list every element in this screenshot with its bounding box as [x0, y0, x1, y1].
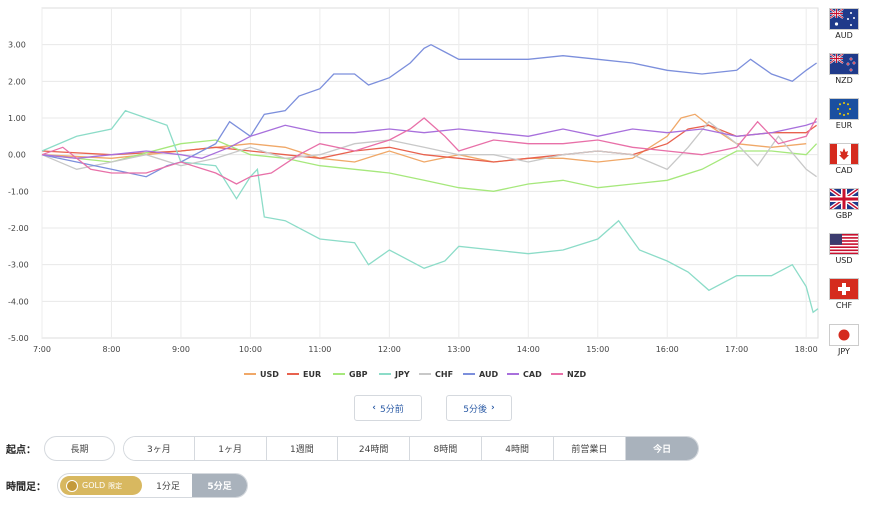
start-option-8h[interactable]: 8時間 — [410, 437, 482, 460]
prev-5min-label: 5分前 — [379, 404, 404, 415]
start-option-4h[interactable]: 4時間 — [481, 437, 554, 460]
gold-badge: GOLD 限定 — [60, 476, 142, 495]
series-line-nzd — [41, 117, 818, 185]
flag-label: JPY — [838, 347, 850, 356]
y-tick-label: -2.00 — [8, 224, 29, 233]
y-tick-label: -1.00 — [8, 187, 29, 196]
series-line-aud — [41, 43, 817, 178]
flag-usd[interactable]: USD — [829, 233, 859, 265]
y-tick-label: -3.00 — [8, 261, 29, 270]
gold-label: GOLD — [82, 481, 106, 490]
flag-jpy[interactable]: JPY — [829, 324, 859, 356]
x-tick-label: 9:00 — [172, 345, 190, 354]
start-point-selector: 3ヶ月 1ヶ月 1週間 24時間 8時間 4時間 前営業日 今日 — [123, 436, 699, 461]
start-option-today[interactable]: 今日 — [626, 437, 698, 460]
series-line-gbp — [41, 139, 818, 192]
x-tick-label: 16:00 — [656, 345, 679, 354]
flag-label: EUR — [835, 121, 853, 130]
x-tick-label: 14:00 — [517, 345, 540, 354]
canada-flag-icon — [829, 143, 859, 165]
flag-aud[interactable]: AUD — [829, 8, 859, 40]
new-zealand-flag-icon — [829, 53, 859, 75]
x-tick-label: 18:00 — [795, 345, 818, 354]
start-option-prev-day[interactable]: 前営業日 — [553, 437, 627, 460]
timeframe-selector: GOLD 限定 1分足 5分足 — [57, 473, 248, 498]
next-5min-label: 5分後 — [463, 404, 487, 415]
swiss-flag-icon — [829, 278, 859, 300]
start-option-24h[interactable]: 24時間 — [338, 437, 410, 460]
x-tick-label: 12:00 — [378, 345, 401, 354]
flag-label: GBP — [835, 211, 853, 220]
chevron-left-icon: ‹ — [372, 403, 376, 413]
flag-label: CHF — [835, 301, 853, 310]
plot-area — [41, 7, 819, 339]
australia-flag-icon — [829, 8, 859, 30]
y-tick-label: 0.00 — [8, 151, 26, 160]
legend-label-aud: AUD — [479, 370, 498, 379]
currency-strength-chart: 3.00 2.00 1.00 0.00 -1.00 -2.00 -3.00 -4.00 -5.0… — [8, 7, 819, 379]
start-point-label: 起点： — [6, 445, 36, 456]
legend-label-jpy: JPY — [394, 370, 410, 379]
flag-label: NZD — [835, 76, 853, 85]
legend-label-eur: EUR — [303, 370, 321, 379]
flag-cad[interactable]: CAD — [829, 143, 859, 175]
start-option-3m[interactable]: 3ヶ月 — [124, 437, 195, 460]
x-tick-label: 7:00 — [33, 345, 51, 354]
x-tick-label: 11:00 — [308, 345, 331, 354]
start-option-1w[interactable]: 1週間 — [266, 437, 339, 460]
legend-label-chf: CHF — [435, 370, 453, 379]
series-line-cad — [41, 121, 817, 159]
chevron-right-icon: › — [491, 403, 495, 413]
flag-label: AUD — [835, 31, 853, 40]
y-tick-label: 3.00 — [8, 41, 26, 50]
next-5min-button[interactable]: 5分後 › — [446, 395, 512, 421]
timeframe-option-1m[interactable]: 1分足 — [144, 474, 192, 497]
x-tick-label: 10:00 — [239, 345, 262, 354]
flag-gbp[interactable]: GBP — [829, 188, 859, 220]
x-tick-label: 17:00 — [725, 345, 748, 354]
eu-flag-icon — [829, 98, 859, 120]
us-flag-icon — [829, 233, 859, 255]
japan-flag-icon — [829, 324, 859, 346]
gold-limit-label: 限定 — [108, 481, 123, 490]
start-option-1m[interactable]: 1ヶ月 — [194, 437, 267, 460]
x-tick-label: 15:00 — [586, 345, 609, 354]
timeframe-option-5m[interactable]: 5分足 — [192, 474, 247, 497]
y-tick-label: 1.00 — [8, 114, 26, 123]
gold-coin-icon — [66, 479, 78, 492]
prev-5min-button[interactable]: ‹ 5分前 — [354, 395, 422, 421]
legend-label-cad: CAD — [523, 370, 542, 379]
flag-label: CAD — [835, 166, 853, 175]
series-line-jpy — [41, 109, 819, 314]
y-tick-label: -4.00 — [8, 297, 29, 306]
y-tick-label: -5.00 — [8, 334, 29, 343]
x-tick-label: 8:00 — [102, 345, 120, 354]
legend-label-gbp: GBP — [349, 370, 368, 379]
legend-label-nzd: NZD — [567, 370, 586, 379]
flag-eur[interactable]: EUR — [829, 98, 859, 130]
x-tick-label: 13:00 — [447, 345, 470, 354]
start-long-button[interactable]: 長期 — [44, 436, 115, 461]
uk-flag-icon — [829, 188, 859, 210]
flag-nzd[interactable]: NZD — [829, 53, 859, 85]
legend-label-usd: USD — [260, 370, 279, 379]
flag-label: USD — [835, 256, 853, 265]
timeframe-label: 時間足： — [6, 482, 46, 493]
y-tick-label: 2.00 — [8, 77, 26, 86]
flag-chf[interactable]: CHF — [829, 278, 859, 310]
